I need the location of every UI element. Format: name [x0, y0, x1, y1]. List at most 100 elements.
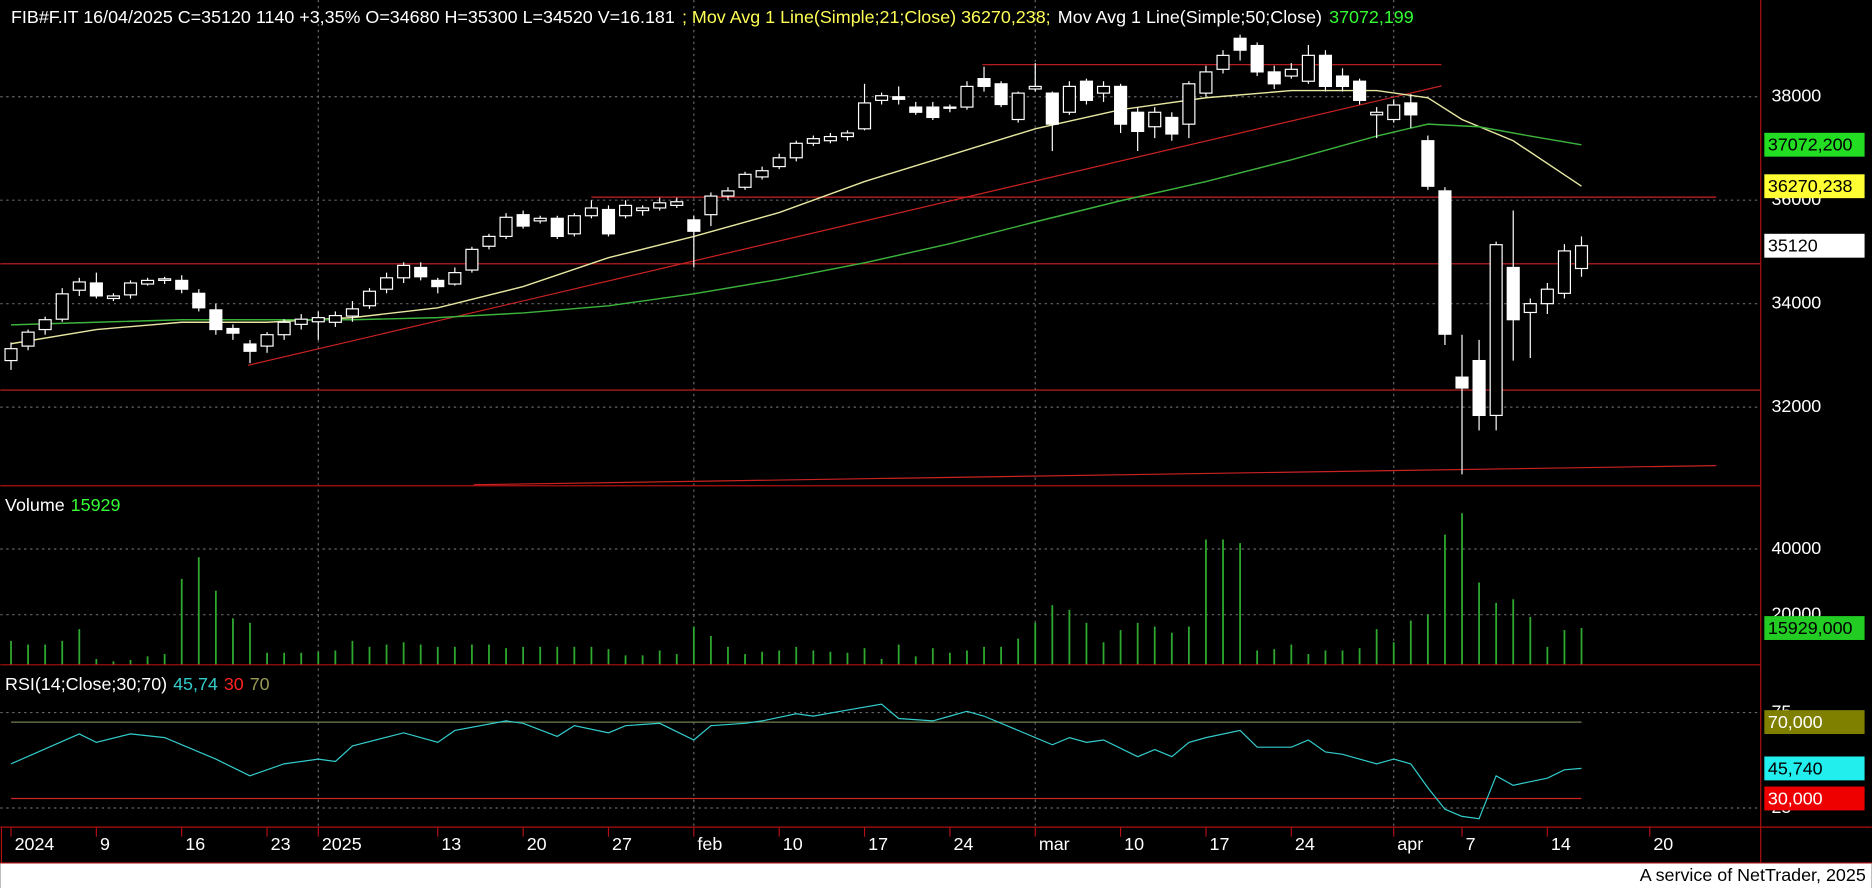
x-tick-label: 16	[185, 834, 205, 854]
volume-bar	[727, 646, 729, 665]
candle-body	[379, 277, 394, 290]
volume-bar	[27, 644, 29, 665]
volume-bar	[61, 640, 64, 665]
last-price-box	[1764, 233, 1865, 258]
volume-bar	[249, 622, 251, 665]
volume-bar	[880, 658, 883, 665]
candle-body	[875, 95, 889, 101]
volume-bar	[283, 652, 286, 665]
panel-title-value: 45,74	[173, 674, 218, 694]
panel-title-level: 70	[250, 674, 270, 694]
candle-body	[1233, 37, 1247, 51]
candle-body	[448, 272, 462, 285]
volume-bar	[1153, 626, 1156, 665]
volume-bar	[897, 644, 900, 665]
volume-bar	[931, 648, 934, 665]
candle-body	[550, 217, 564, 238]
background	[0, 0, 1871, 863]
volume-bar	[471, 644, 473, 665]
candle-body	[1438, 190, 1452, 335]
candle-body	[1165, 116, 1179, 135]
volume-bar	[368, 646, 371, 665]
candle-body	[1148, 111, 1162, 128]
x-tick-label: 23	[271, 834, 291, 854]
x-tick-label: 2024	[15, 834, 55, 854]
x-tick-label: 17	[868, 834, 888, 854]
volume-bar	[1546, 646, 1549, 665]
rsi-value-box-label: 45,740	[1768, 758, 1823, 778]
volume-bar	[1085, 622, 1088, 665]
volume-bar	[641, 655, 644, 665]
volume-bar	[812, 650, 815, 665]
candle-body	[1011, 92, 1025, 121]
rsi-line	[10, 703, 1582, 820]
candle-body	[1353, 80, 1367, 101]
volume-bar	[1170, 632, 1173, 665]
header-part: Mov Avg 1 Line(Simple;50;Close)	[1058, 7, 1322, 27]
candle-body	[738, 173, 752, 188]
volume-bar	[1580, 628, 1583, 665]
x-tick-label: 24	[953, 834, 973, 854]
volume-bar	[402, 642, 405, 665]
x-tick-label: 10	[1124, 834, 1144, 854]
candle-body	[909, 106, 923, 113]
candle-body	[823, 135, 837, 142]
candle-body	[499, 216, 513, 238]
volume-bar	[522, 646, 525, 665]
volume-value-box	[1764, 616, 1865, 640]
candle-body	[653, 202, 667, 209]
candle-body	[533, 217, 547, 222]
rsi-value-box	[1764, 756, 1865, 781]
candle-body	[55, 293, 69, 320]
volume-bar	[914, 656, 917, 665]
candle-body	[1455, 376, 1469, 389]
volume-bar	[180, 578, 183, 665]
volume-bar	[453, 646, 456, 665]
volume-bar	[675, 654, 678, 665]
volume-bar	[300, 652, 303, 665]
volume-bar	[1239, 543, 1241, 665]
volume-bar	[795, 646, 798, 665]
candle-body	[1216, 54, 1230, 70]
candle-body	[1404, 102, 1418, 116]
volume-bar	[624, 655, 627, 665]
volume-bar	[539, 646, 542, 665]
candle-body	[926, 106, 940, 119]
volume-bar	[1426, 614, 1429, 665]
footer: A service of NetTrader, 2025	[1640, 865, 1866, 885]
ma-value-box-label: 37072,200	[1768, 135, 1853, 155]
candle-body	[1284, 68, 1298, 77]
x-tick-label: 20	[527, 834, 547, 854]
header-part: FIB#F.IT 16/04/2025 C=35120 1140 +3,35% …	[11, 7, 675, 27]
volume-bar	[778, 650, 781, 665]
volume-bar	[863, 648, 866, 665]
volume-bar	[829, 651, 832, 665]
volume-bar	[505, 648, 507, 665]
volume-bar	[163, 654, 166, 665]
volume-bar	[710, 636, 712, 665]
candle-body	[516, 214, 530, 227]
volume-bar	[1051, 605, 1054, 665]
candle-body	[311, 317, 325, 323]
candle-body	[1540, 288, 1554, 305]
candle-body	[431, 279, 445, 288]
candle-body	[584, 207, 598, 217]
candle-body	[1387, 104, 1401, 121]
candle-body	[260, 334, 274, 347]
volume-bar	[214, 590, 217, 665]
x-tick-label: 27	[612, 834, 632, 854]
volume-bar	[948, 652, 951, 665]
candle-body	[1318, 54, 1333, 87]
candle-body	[294, 318, 308, 325]
volume-bar	[1256, 650, 1259, 665]
volume-bar	[351, 640, 354, 665]
candle-body	[89, 282, 103, 297]
header-part: 37072,199	[1329, 7, 1414, 27]
candle-body	[1335, 75, 1350, 87]
ma-value-box	[1764, 132, 1865, 157]
candle-body	[1421, 140, 1435, 187]
candle-body	[1028, 85, 1042, 90]
candle-body	[1114, 85, 1128, 125]
volume-bar	[1187, 626, 1190, 665]
